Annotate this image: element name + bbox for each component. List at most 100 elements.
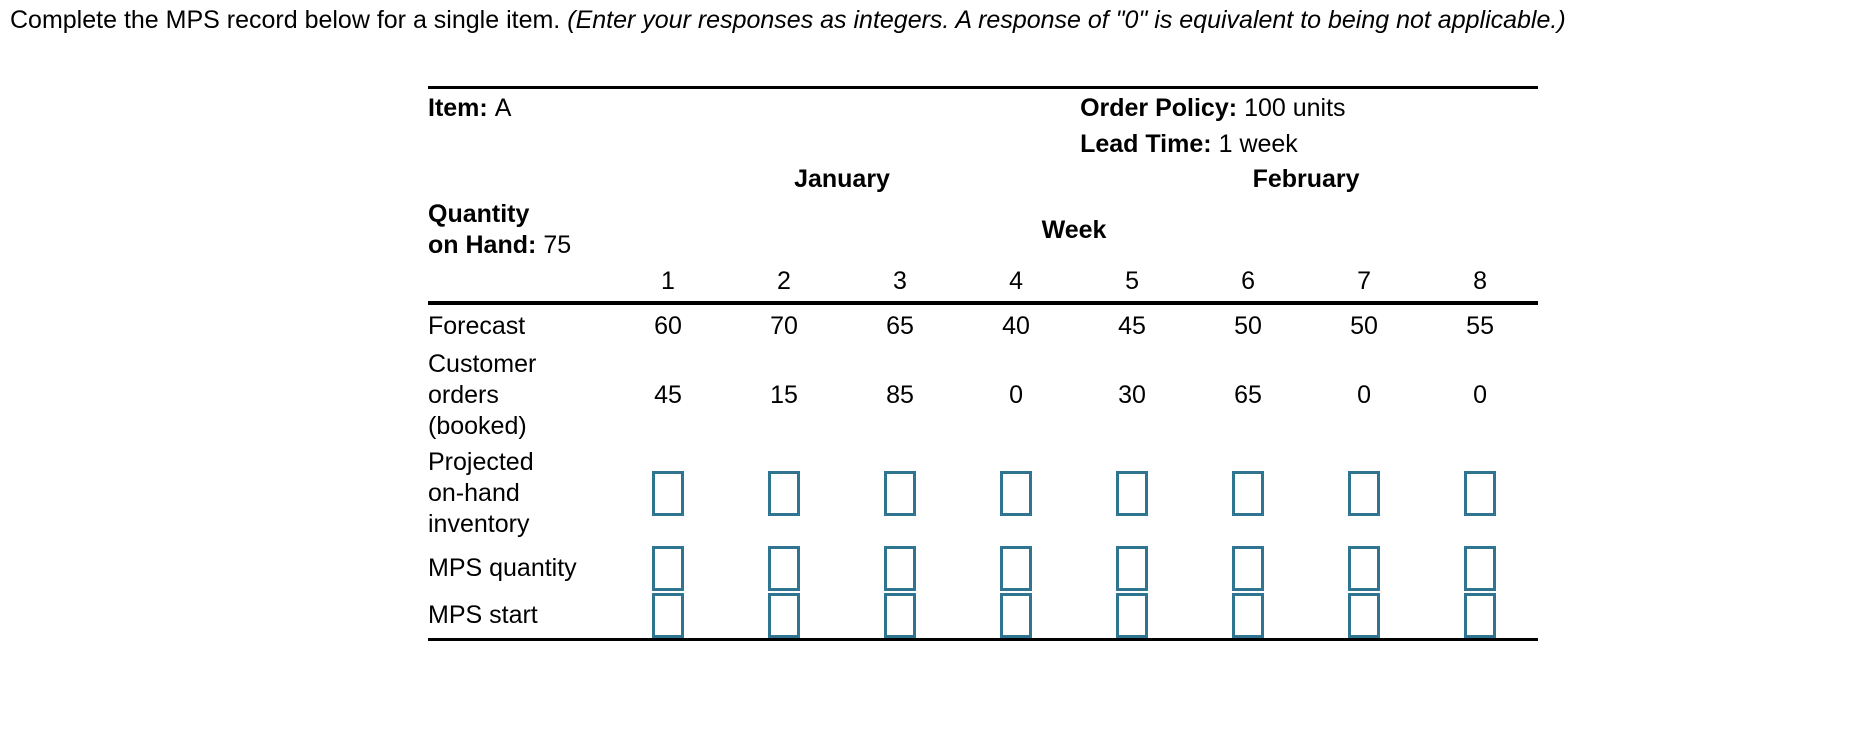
week-number-3: 3: [893, 267, 907, 295]
input-cell: [1074, 442, 1190, 545]
month-january-header: January: [794, 165, 890, 193]
instruction-normal-text: Complete the MPS record below for a sing…: [10, 6, 561, 34]
row-customer-orders: Customer orders (booked) 45 15 85 0 30 6…: [428, 349, 1538, 442]
input-cell: [958, 545, 1074, 593]
row-leadtime: Lead Time: 1 week: [428, 128, 1538, 162]
lead-time-value: 1 week: [1218, 130, 1298, 158]
item-label: Item:: [428, 93, 488, 122]
forecast-value-w3: 65: [842, 300, 958, 349]
customer-orders-value-w2: 15: [770, 380, 798, 409]
input-cell: [1190, 442, 1306, 545]
input-cell: [610, 442, 726, 545]
mps-start-input-w4[interactable]: [1000, 592, 1033, 638]
month-february-header: February: [1252, 165, 1360, 193]
mps-start-input-w8[interactable]: [1464, 592, 1497, 638]
projected-on-hand-input-w3[interactable]: [884, 470, 916, 516]
row-projected-on-hand: Projected on-hand inventory: [428, 442, 1538, 545]
input-cell: [610, 545, 726, 593]
spacer-cell: [428, 128, 1074, 162]
mps-quantity-label: MPS quantity: [428, 554, 577, 582]
input-cell: [1306, 592, 1422, 640]
mps-quantity-input-w8[interactable]: [1464, 546, 1497, 591]
input-cell: [958, 592, 1074, 640]
forecast-value-w7: 50: [1306, 300, 1423, 349]
projected-on-hand-input-w6[interactable]: [1232, 470, 1265, 516]
mps-quantity-input-w7[interactable]: [1348, 546, 1381, 591]
item-cell: Item: A: [428, 88, 1074, 128]
order-policy-label: Order Policy:: [1080, 93, 1238, 122]
input-cell: [842, 592, 958, 640]
quantity-on-hand-value: 75: [543, 231, 572, 259]
week-number-5: 5: [1125, 267, 1140, 295]
week-number-7: 7: [1357, 267, 1372, 295]
lead-time-cell: Lead Time: 1 week: [1074, 128, 1538, 162]
input-cell: [1074, 545, 1190, 593]
week-number-6: 6: [1241, 267, 1256, 295]
customer-orders-value-w5: 30: [1118, 380, 1146, 409]
week-number-8: 8: [1473, 267, 1488, 295]
forecast-value-w1: 60: [610, 300, 726, 349]
mps-quantity-input-w3[interactable]: [884, 546, 916, 591]
mps-start-input-w5[interactable]: [1116, 592, 1149, 638]
mps-record-table: Item: A Order Policy: 100 units Lead Time:…: [428, 86, 1539, 641]
customer-orders-value-w1: 45: [654, 380, 682, 409]
projected-on-hand-input-w1[interactable]: [652, 470, 684, 516]
input-cell: [1422, 545, 1538, 593]
input-cell: [1306, 545, 1422, 593]
quantity-on-hand-line1: Quantity: [428, 200, 530, 228]
input-cell: [1074, 592, 1190, 640]
input-cell: [610, 592, 726, 640]
spacer-cell: [428, 263, 610, 303]
row-week-numbers: 1 2 3 4 5 6 7 8: [428, 263, 1538, 303]
input-cell: [842, 545, 958, 593]
projected-on-hand-input-w8[interactable]: [1464, 470, 1497, 516]
week-header: Week: [1041, 215, 1107, 244]
projected-on-hand-label: Projected on-hand inventory: [428, 447, 534, 538]
projected-on-hand-input-w2[interactable]: [768, 470, 800, 516]
order-policy-value: 100 units: [1244, 93, 1346, 122]
mps-start-input-w3[interactable]: [884, 592, 916, 638]
input-cell: [1190, 592, 1306, 640]
row-quantity-on-hand: Quantity on Hand: 75 Week: [428, 198, 1538, 263]
forecast-value-w8: 55: [1422, 300, 1539, 349]
mps-quantity-input-w4[interactable]: [1000, 546, 1033, 591]
input-cell: [1422, 442, 1538, 545]
instruction-italic-text: (Enter your responses as integers. A res…: [567, 6, 1566, 34]
customer-orders-value-w7: 0: [1357, 380, 1372, 409]
projected-on-hand-input-w5[interactable]: [1116, 470, 1149, 516]
mps-quantity-input-w1[interactable]: [652, 546, 684, 591]
item-value: A: [494, 93, 512, 122]
input-cell: [726, 545, 842, 593]
quantity-on-hand-cell: Quantity on Hand: 75: [428, 198, 610, 263]
quantity-on-hand-line2: on Hand: 75: [428, 231, 572, 259]
mps-quantity-input-w6[interactable]: [1232, 546, 1265, 591]
input-cell: [842, 442, 958, 545]
mps-start-input-w2[interactable]: [768, 592, 800, 638]
input-cell: [1190, 545, 1306, 593]
lead-time-label: Lead Time:: [1080, 130, 1212, 158]
spacer-cell: [428, 162, 610, 198]
customer-orders-value-w8: 0: [1473, 380, 1488, 409]
row-mps-quantity: MPS quantity: [428, 545, 1538, 593]
row-mps-start: MPS start: [428, 592, 1538, 640]
projected-on-hand-input-w4[interactable]: [1000, 470, 1033, 516]
week-number-2: 2: [777, 267, 791, 295]
mps-start-input-w1[interactable]: [652, 592, 684, 638]
customer-orders-value-w3: 85: [886, 380, 914, 409]
input-cell: [726, 442, 842, 545]
order-policy-cell: Order Policy: 100 units: [1074, 88, 1538, 128]
forecast-value-w5: 45: [1074, 300, 1191, 349]
mps-start-input-w7[interactable]: [1348, 592, 1381, 638]
forecast-label: Forecast: [428, 300, 610, 349]
input-cell: [726, 592, 842, 640]
forecast-value-w2: 70: [726, 300, 842, 349]
projected-on-hand-input-w7[interactable]: [1348, 470, 1381, 516]
customer-orders-label: Customer orders (booked): [428, 349, 537, 440]
mps-quantity-input-w5[interactable]: [1116, 546, 1149, 591]
input-cell: [958, 442, 1074, 545]
mps-start-input-w6[interactable]: [1232, 592, 1265, 638]
input-cell: [1422, 592, 1538, 640]
mps-quantity-input-w2[interactable]: [768, 546, 800, 591]
row-forecast: Forecast 60 70 65 40 45 50 50 55: [428, 300, 1539, 349]
input-cell: [1306, 442, 1422, 545]
